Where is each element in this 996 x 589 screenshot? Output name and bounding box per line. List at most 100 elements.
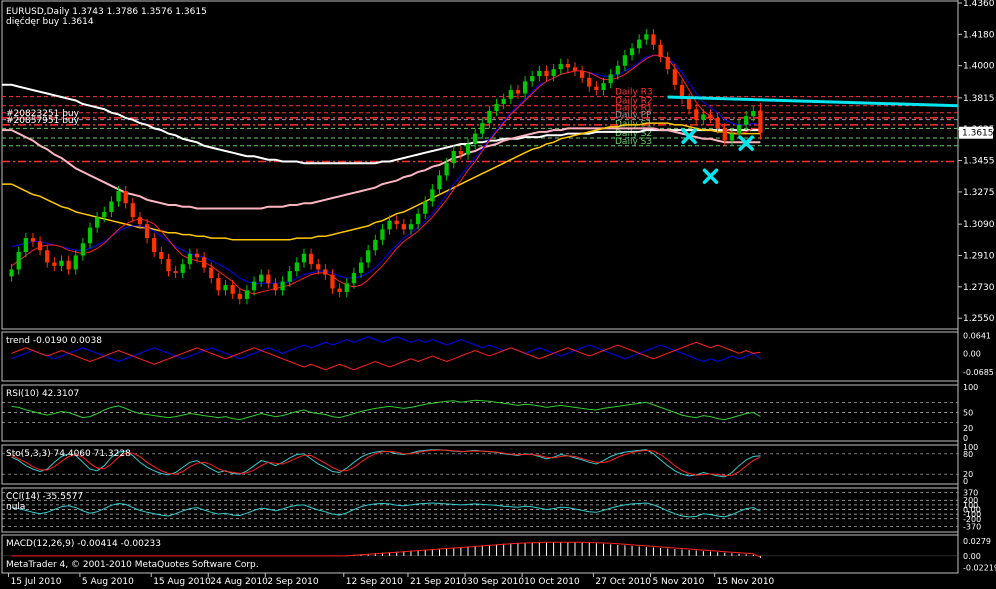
time-tick-label: 30 Sep 2010 (467, 577, 524, 587)
price-tick-label: 1.4180 (963, 30, 995, 40)
panel-frames (1, 0, 959, 574)
candle-body (387, 220, 392, 230)
panel-subtitle: nula (6, 502, 25, 512)
time-tick-label: 12 Sep 2010 (346, 577, 403, 587)
time-tick-label: 15 Jul 2010 (11, 577, 62, 587)
candle-body (451, 151, 456, 164)
panel-title: RSI(10) 42.3107 (6, 389, 79, 399)
tick-label: 100 (963, 501, 978, 510)
candle-body (216, 278, 221, 291)
current-price-label: 1.3615 (962, 129, 994, 139)
candle-body (16, 251, 21, 270)
ma-orange-line (2, 122, 761, 241)
candle-body (280, 281, 285, 291)
tick-label: 0.0641 (963, 332, 991, 341)
candle-body (651, 34, 656, 45)
copyright-footer: MetaTrader 4, © 2001-2010 MetaQuotes Sof… (6, 560, 259, 570)
time-tick-label: 5 Aug 2010 (82, 577, 134, 587)
candle-body (244, 290, 250, 300)
time-tick-label: 5 Nov 2010 (652, 577, 704, 587)
candle-body (294, 262, 299, 272)
candle-body (751, 110, 756, 117)
candle-body (473, 133, 478, 145)
candle-body (358, 262, 364, 273)
tick-label: 100 (963, 443, 978, 452)
time-tick-label: 2 Sep 2010 (267, 577, 319, 587)
macd-signal-line (11, 541, 761, 558)
level-label: Daily R3 (615, 88, 653, 98)
candle-body (608, 74, 613, 84)
tick-label: 0.00 (963, 552, 981, 561)
candle-body (501, 98, 506, 104)
candle-body (9, 269, 14, 277)
candle-body (37, 241, 43, 251)
tick-label: -0.02219 (963, 563, 996, 572)
candle-body (316, 264, 321, 270)
candle-body (579, 70, 585, 78)
level-label: Daily S3 (615, 137, 652, 147)
candle-body (736, 124, 742, 134)
x-marker (681, 128, 697, 144)
candle-body (686, 98, 692, 110)
candle-body (665, 56, 670, 70)
tick-label: 0 (963, 434, 968, 443)
candle-body (66, 260, 71, 270)
candle-body (701, 114, 706, 120)
panel-frame-2 (1, 384, 959, 442)
candle-body (201, 257, 207, 268)
time-tick-label: 21 Sep 2010 (410, 577, 467, 587)
candle-body (30, 238, 36, 242)
ma-pink-line (2, 127, 761, 210)
series-line (11, 399, 761, 421)
candle-body (116, 191, 121, 202)
tick-label: -370 (963, 523, 981, 532)
candle-body (437, 175, 442, 190)
panel-frame-0 (1, 0, 959, 330)
tick-label: 370 (963, 488, 978, 497)
tick-label: 100 (963, 383, 978, 392)
candle-body (622, 55, 628, 66)
tick-label: 0.00 (963, 349, 981, 358)
candle-body (744, 116, 749, 125)
candle-body (337, 288, 342, 293)
level-label: #20857951 buy (6, 116, 80, 126)
candle-body (273, 283, 278, 291)
candle-body (52, 262, 57, 266)
candle-body (259, 274, 264, 282)
time-tick-label: 15 Nov 2010 (717, 577, 775, 587)
indicator-macd: 0.0279 0.00 -0.02219 MACD(12,26,9) -0.00414… (2, 537, 996, 572)
candle-body (266, 274, 271, 284)
price-tick-label: 1.2910 (963, 251, 995, 261)
panel-frame-4 (1, 487, 959, 533)
time-axis: 15 Jul 2010 5 Aug 2010 15 Aug 2010 24 Aug 2… (8, 573, 775, 587)
candle-body (729, 133, 735, 141)
candle-body (394, 220, 399, 225)
candle-body (465, 144, 471, 155)
series-line (11, 449, 761, 477)
candle-body (522, 81, 528, 94)
level-label: Daily PP (615, 111, 652, 121)
series-line (11, 502, 761, 518)
price-panel[interactable]: 1.43601.41801.40001.38151.36351.34551.32… (2, 0, 995, 324)
level-label: #20823251 buy (6, 109, 80, 119)
candle-body (758, 110, 763, 133)
panel-title: Sto(5,3,3) 74.4060 71.3228 (6, 449, 131, 459)
candle-body (109, 201, 114, 212)
candle-body (565, 63, 571, 68)
candle-body (380, 229, 385, 240)
candle-body (444, 163, 449, 176)
candle-body (366, 250, 371, 263)
candle-body (330, 274, 335, 289)
candle-body (494, 103, 499, 111)
candle-body (423, 201, 428, 214)
candle-body (679, 84, 685, 99)
candle-body (537, 70, 542, 77)
cyan-trendline (667, 95, 959, 108)
candle-body (287, 271, 292, 282)
candle-body (59, 260, 64, 266)
indicator-rsi: 100 50 200 RSI(10) 42.3107 (2, 383, 978, 443)
level-label: Daily R2 (615, 97, 653, 107)
candle-body (351, 272, 357, 284)
